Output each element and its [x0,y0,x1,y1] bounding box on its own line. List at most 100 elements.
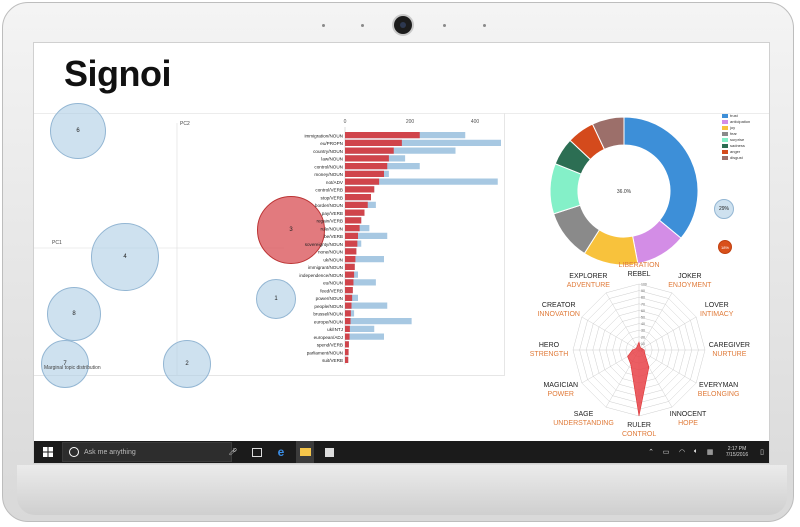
bar-topic [345,240,358,247]
archetype-label[interactable]: RULER CONTROL [622,421,656,439]
bar-topic [345,333,350,340]
archetype-label[interactable]: CAREGIVER NURTURE [709,341,750,359]
archetype-trait: NURTURE [712,351,747,358]
file-explorer-icon[interactable] [296,441,314,463]
topic-bubble[interactable]: 6 [50,103,106,159]
legend-item[interactable]: fear [722,131,750,137]
edge-browser-icon[interactable]: e [277,445,285,459]
bar-topic [345,318,351,325]
topic-bubble[interactable]: 2 [163,340,211,388]
sensor-dot [322,24,325,27]
store-icon[interactable] [320,441,338,463]
pc2-label: PC2 [180,121,190,127]
topic-bubble[interactable]: 4 [91,223,159,291]
bar-total [345,318,412,325]
legend-swatch [722,125,728,130]
clock-date: 7/15/2016 [725,452,749,458]
bar-term-label: pay/VERB [322,211,343,216]
archetype-label[interactable]: EVERYMAN BELONGING [698,381,740,399]
bar-topic [345,170,384,177]
bar-term-label: immigrant/NOUN [308,265,343,270]
topic-bubble[interactable]: 1 [256,279,296,319]
archetype-trait: ENJOYMENT [668,281,712,289]
topic-number: 7 [63,361,67,367]
legend-swatch [722,113,728,118]
emotion-bubble[interactable]: 29% [714,199,734,219]
topic-bubble[interactable]: 7 [41,340,89,388]
archetype-label[interactable]: JOKER ENJOYMENT [668,272,711,290]
topic-number: 2 [185,361,189,367]
bar-topic [345,194,371,201]
bar-term-label: independence/NOUN [299,273,343,278]
bar-topic [345,325,350,332]
topic-number: 3 [289,227,293,233]
archetype-label[interactable]: INNOCENT HOPE [670,410,707,428]
bar-term-label: none/NOUN [318,250,343,255]
bar-total [345,147,456,154]
bar-topic [345,310,351,317]
legend-item[interactable]: joy [722,125,750,131]
sensor-dot [443,24,446,27]
bar-total [345,139,501,146]
radar-area [627,341,650,417]
bar-term-label: law/NOUN [321,157,343,162]
archetype-label[interactable]: LOVER INTIMACY [700,301,733,319]
pca-axes [34,123,284,375]
bar-term-label: uk/NOUN [323,257,343,262]
topic-panel: PC1 PC2 6 4 3 1 8 7 2 Marginal topic dis… [34,103,505,388]
bar-term-label: country/NOUN [313,149,343,154]
bar-topic [345,225,360,232]
volume-icon[interactable]: 🔈︎ [693,448,699,455]
legend-item[interactable]: trust [722,113,750,119]
battery-icon[interactable]: ▭ [662,449,670,456]
bar-total [345,279,376,286]
archetype-label[interactable]: EXPLORER ADVENTURE [567,272,610,290]
bar-total [345,302,388,309]
emotion-bubble-label: 29% [718,206,729,212]
radar-spoke [605,292,640,351]
bar-term-label: europe/NOUN [314,319,343,324]
topic-bubble[interactable]: 8 [47,287,101,341]
tray-chevron-icon[interactable]: ⌃ [648,449,654,456]
legend-item[interactable]: anticipation [722,119,750,125]
windows-start-button[interactable] [38,441,58,463]
archetype-trait: BELONGING [697,391,740,398]
legend-label: surprise [730,137,745,142]
archetype-name: JOKER [678,272,702,280]
radar-tick: 100 [641,283,647,287]
keyboard-icon[interactable]: ▦ [706,449,714,456]
system-clock[interactable]: 2:17 PM 7/15/2016 [720,441,754,463]
radar-spoke [638,349,697,384]
donut-slice[interactable] [623,116,699,239]
topic-number: 4 [123,254,127,260]
task-view-glyph [252,447,262,457]
task-view-icon[interactable] [249,441,265,463]
archetype-label[interactable]: MAGICIAN POWER [543,381,578,399]
radar-tick: 60 [641,309,645,313]
bar-topic [345,294,353,301]
legend-item[interactable]: sadness [722,143,750,149]
cortana-search-box[interactable]: Ask me anything [62,442,232,462]
archetype-label[interactable]: SAGE UNDERSTANDING [553,410,614,428]
radar-tick: 20 [641,335,645,339]
legend-item[interactable]: anger [722,149,750,155]
donut-slice[interactable] [591,116,625,151]
network-icon[interactable]: ◠ [678,449,686,456]
legend-item[interactable]: disgust [722,155,750,161]
store-glyph [324,447,334,457]
radar-tick: 10 [641,342,645,346]
archetype-trait: LIBERATION [618,262,660,269]
archetype-label[interactable]: CREATOR INNOVATION [537,301,580,319]
microphone-icon[interactable]: 🎤︎ [228,449,238,456]
archetype-trait: ADVENTURE [566,281,610,289]
emotion-bubble-small[interactable]: 18% [718,240,732,254]
archetype-label[interactable]: HERO STRENGTH [530,341,569,359]
archetype-trait: STRENGTH [529,351,569,358]
legend-item[interactable]: surprise [722,137,750,143]
archetype-trait: HOPE [678,420,698,428]
marginal-caption: Marginal topic distribution [44,365,101,371]
notifications-icon[interactable]: ▯ [760,449,764,456]
archetype-label[interactable]: LIBERATION REBEL [619,261,660,279]
topic-bubble-selected[interactable]: 3 [257,196,325,264]
bar-term-label: border/NOUN [315,203,343,208]
